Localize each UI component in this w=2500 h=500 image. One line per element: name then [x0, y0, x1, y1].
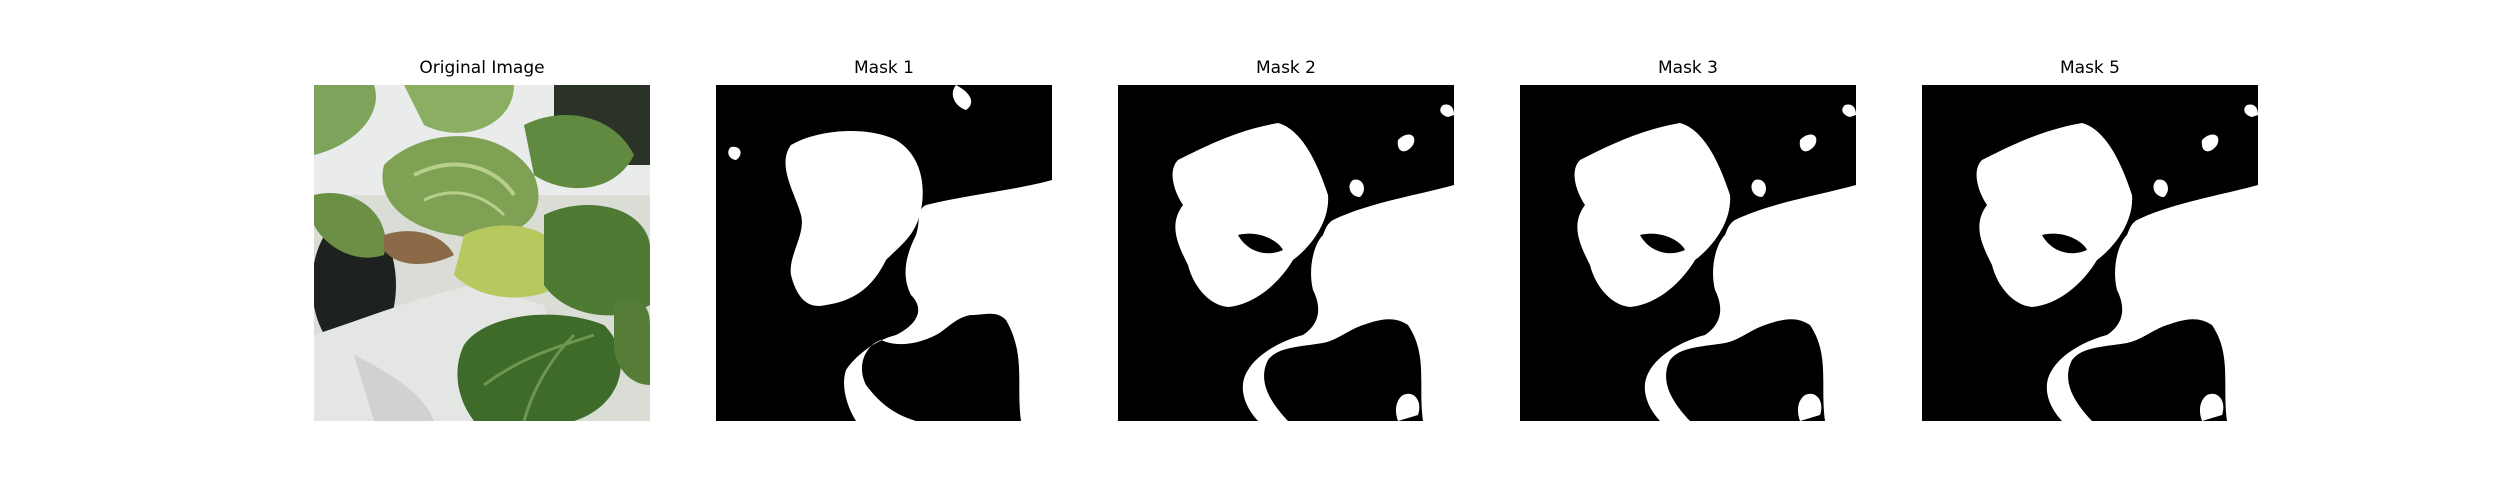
mask-2-image [1118, 85, 1454, 421]
panel-mask-3: Mask 3 [1520, 56, 1856, 426]
mask-1-image [716, 85, 1052, 421]
panel-title: Mask 1 [853, 58, 914, 78]
mask-3-image [1520, 85, 1856, 421]
panel-mask-5: Mask 5 [1922, 56, 2258, 426]
panel-title: Mask 2 [1255, 58, 1316, 78]
original-photo [314, 85, 650, 421]
panel-title: Mask 5 [2059, 58, 2120, 78]
panel-original-image: Original Image [314, 56, 650, 426]
panel-mask-1: Mask 1 [716, 56, 1052, 426]
panel-title: Mask 3 [1657, 58, 1718, 78]
mask-5-image [1922, 85, 2258, 421]
panel-title: Original Image [419, 58, 545, 78]
panel-mask-2: Mask 2 [1118, 56, 1454, 426]
